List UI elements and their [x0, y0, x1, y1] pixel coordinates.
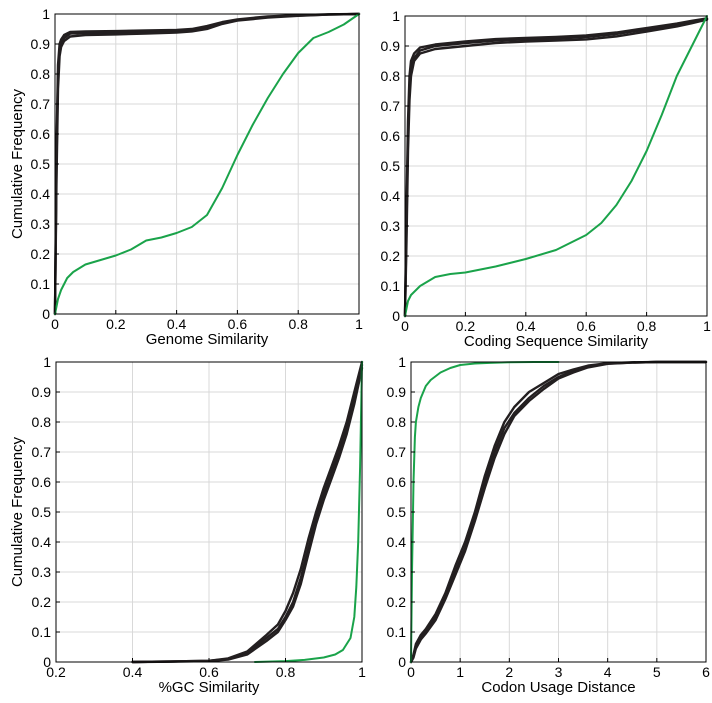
x-tick-label: 0.2	[106, 316, 126, 332]
y-tick-label: 0.3	[387, 564, 407, 580]
y-tick-label: 0.5	[31, 156, 51, 172]
y-tick-label: 0.9	[31, 36, 51, 52]
x-tick-label: 6	[702, 664, 710, 680]
y-tick-label: 0.9	[387, 384, 407, 400]
x-tick-label: 0	[401, 318, 409, 334]
x-tick-label: 0.4	[167, 316, 187, 332]
chart-panel-3: 0.2 0.4 0.6 0.8 1 0 0.1 0.2 0.3 0.4 0.5 0.6 0.7 0.8 0.…	[9, 354, 366, 696]
y-tick-label: 0.8	[31, 66, 51, 82]
y-tick-label: 0.6	[381, 128, 401, 144]
y-tick-label: 0.1	[381, 278, 401, 294]
y-tick-label: 1	[43, 354, 51, 370]
y-tick-label: 0.7	[387, 444, 407, 460]
y-tick-label: 0.9	[32, 384, 52, 400]
y-tick-label: 0.1	[31, 276, 51, 292]
x-tick-label: 0.6	[576, 318, 596, 334]
x-tick-label: 0.6	[199, 664, 219, 680]
y-tick-label: 0.1	[387, 624, 407, 640]
series-line-3	[131, 366, 364, 664]
y-tick-label: 0.2	[32, 594, 52, 610]
y-tick-label: 0.3	[381, 218, 401, 234]
x-tick-label: 0.2	[46, 664, 66, 680]
x-tick-label: 0	[51, 316, 59, 332]
series-line-4	[404, 15, 708, 317]
y-tick-label: 0.4	[381, 188, 401, 204]
series-line-4	[253, 361, 363, 663]
y-tick-label: 0.6	[31, 126, 51, 142]
y-tick-label: 0.4	[387, 534, 407, 550]
y-tick-label: 0	[42, 306, 50, 322]
y-tick-label: 0.5	[387, 504, 407, 520]
x-axis-label: Coding Sequence Similarity	[464, 333, 649, 350]
x-tick-label: 1	[703, 318, 711, 334]
x-axis-label: Genome Similarity	[146, 331, 269, 348]
x-tick-label: 3	[555, 664, 563, 680]
x-tick-label: 1	[456, 664, 464, 680]
y-tick-label: 0.1	[32, 624, 52, 640]
x-tick-label: 0.4	[123, 664, 143, 680]
y-tick-label: 0	[398, 654, 406, 670]
x-tick-label: 4	[604, 664, 612, 680]
y-tick-label: 0.3	[32, 564, 52, 580]
y-tick-label: 0	[392, 308, 400, 324]
y-tick-label: 0.5	[381, 158, 401, 174]
y-tick-label: 0.8	[387, 414, 407, 430]
y-tick-label: 0.2	[387, 594, 407, 610]
x-tick-label: 2	[505, 664, 513, 680]
x-tick-label: 0.2	[456, 318, 476, 334]
series-line-1	[403, 17, 709, 318]
chart-panel-1: 0 0.2 0.4 0.6 0.8 1 0 0.1 0.2 0.3 0.4 0.5 0.6 0.7 0.8 0…	[9, 6, 363, 348]
y-tick-label: 0.3	[31, 216, 51, 232]
series-line-3	[53, 12, 361, 316]
y-axis-label: Cumulative Frequency	[9, 88, 26, 239]
x-tick-label: 0	[407, 664, 415, 680]
series-line-3	[403, 18, 709, 318]
y-tick-label: 0.5	[32, 504, 52, 520]
y-tick-label: 1	[42, 6, 50, 22]
x-tick-label: 1	[358, 664, 366, 680]
y-tick-label: 0.7	[381, 98, 401, 114]
x-tick-label: 0.8	[637, 318, 657, 334]
y-tick-label: 0.2	[381, 248, 401, 264]
y-tick-label: 0.2	[31, 246, 51, 262]
y-tick-label: 0.6	[32, 474, 52, 490]
y-tick-label: 0.4	[32, 534, 52, 550]
series-line-2	[403, 17, 709, 318]
x-axis-label: Codon Usage Distance	[481, 679, 635, 696]
x-tick-label: 0.6	[228, 316, 248, 332]
y-tick-label: 0.6	[387, 474, 407, 490]
y-tick-label: 1	[398, 354, 406, 370]
x-tick-label: 0.8	[288, 316, 308, 332]
x-tick-label: 1	[355, 316, 363, 332]
y-tick-label: 0	[43, 654, 51, 670]
y-tick-label: 0.8	[381, 68, 401, 84]
chart-panel-2: 0 0.2 0.4 0.6 0.8 1 0 0.1 0.2 0.3 0.4 0.5 0.6 0.7 0.8 0…	[381, 8, 712, 350]
y-tick-label: 0.7	[31, 96, 51, 112]
x-axis-label: %GC Similarity	[159, 679, 260, 696]
x-tick-label: 5	[653, 664, 661, 680]
x-tick-label: 0.4	[516, 318, 536, 334]
y-tick-label: 1	[392, 8, 400, 24]
y-tick-label: 0.4	[31, 186, 51, 202]
y-axis-label: Cumulative Frequency	[9, 436, 26, 587]
series-line-4	[54, 13, 360, 315]
y-tick-label: 0.9	[381, 38, 401, 54]
y-tick-label: 0.8	[32, 414, 52, 430]
x-tick-label: 0.8	[276, 664, 296, 680]
chart-panel-4: 0 1 2 3 4 5 6 0 0.1 0.2 0.3 0.4 0.5 0.6 0.7 0.8 0.9 1 Codo…	[387, 354, 711, 696]
y-tick-label: 0.7	[32, 444, 52, 460]
series-line-3	[409, 360, 708, 664]
series-line-1	[131, 363, 364, 664]
